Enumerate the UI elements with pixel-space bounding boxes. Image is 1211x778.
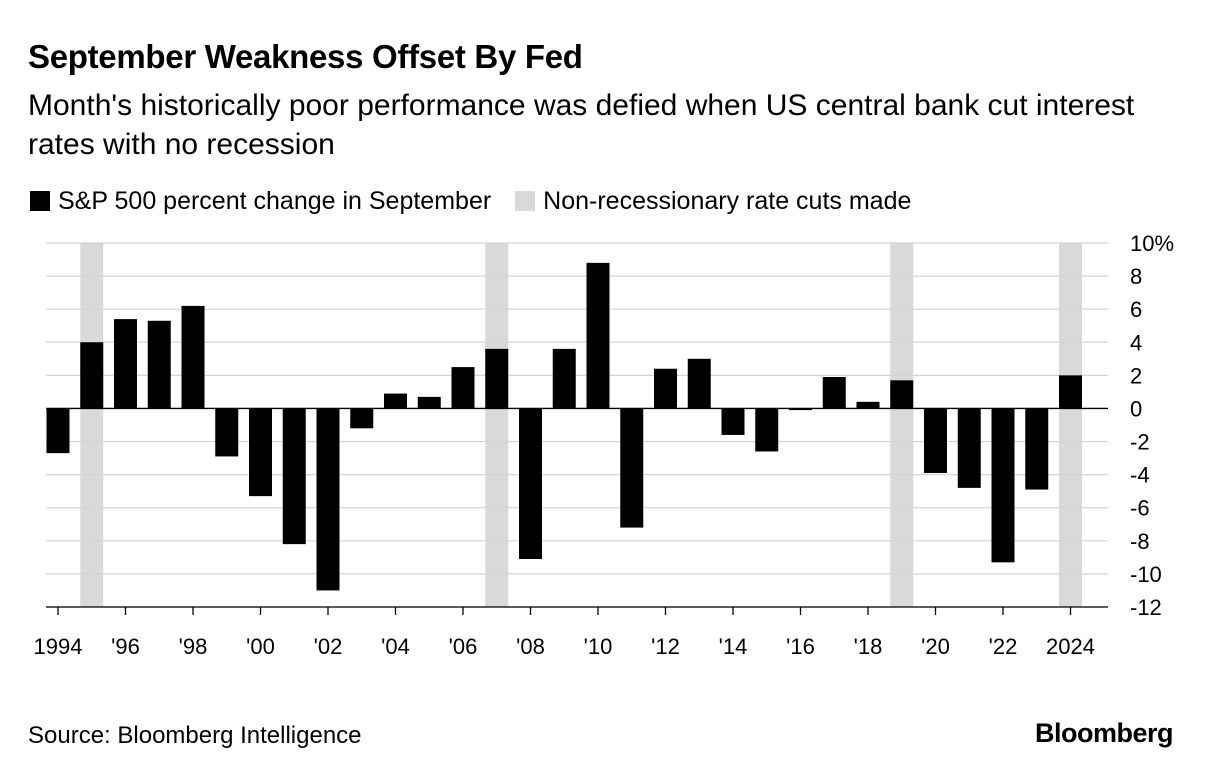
y-tick-label: 8 [1130,264,1142,289]
bar-2019 [890,380,914,409]
legend: S&P 500 percent change in September Non-… [30,186,935,216]
legend-swatch-bars [30,191,50,211]
chart-area: -12 -10 -8 -6 -4 -2 0 2 4 6 8 10% 1994 '96 '98 '00 '02 '0… [34,231,1175,659]
bar-2009 [552,348,576,409]
y-tick-label: 0 [1130,396,1142,421]
y-tick-label: -2 [1130,430,1150,455]
bar-2017 [822,377,846,409]
legend-swatch-shaded [515,191,536,211]
y-tick-label: -12 [1130,595,1162,620]
y-tick-label: 10% [1130,231,1174,256]
bar-1999 [215,408,239,457]
legend-label-bars: S&P 500 percent change in September [58,186,492,215]
y-tick-label: -4 [1130,463,1150,488]
bar-2021 [957,408,981,488]
bar-2023 [1025,408,1049,490]
bar-2012 [654,368,677,409]
x-tick-label: '08 [516,634,545,659]
x-tick-label: '22 [989,634,1018,659]
x-tick-label: '18 [854,634,883,659]
bar-2016 [789,408,812,411]
bloomberg-logo: Bloomberg [1034,718,1174,748]
bar-1995 [80,342,104,409]
bar-2015 [755,408,779,452]
bar-1997 [147,320,171,409]
x-tick-label: '98 [179,634,208,659]
chart-subtitle: Month's historically poor performance wa… [28,89,1135,161]
x-tick-label: '20 [921,634,950,659]
bar-2022 [991,408,1015,563]
x-tick-label: '10 [584,634,613,659]
legend-label-shaded: Non-recessionary rate cuts made [543,186,912,215]
bar-2003 [350,408,374,429]
bar-2004 [384,393,407,409]
legend-item-bars: S&P 500 percent change in September [30,187,491,216]
rate-cut-shade-2007 [485,243,509,607]
y-tick-label: -8 [1130,529,1150,554]
y-tick-label: 4 [1130,330,1142,355]
bar-2006 [451,367,475,409]
bar-2013 [687,358,711,409]
bar-2020 [924,408,947,473]
rate-cut-shade-2019 [890,243,914,607]
bar-2007 [485,348,509,409]
y-tick-label: 2 [1130,363,1142,388]
bar-2011 [620,408,644,528]
x-tick-label: '96 [111,634,140,659]
x-tick-label: '16 [786,634,815,659]
x-tick-label: '02 [314,634,343,659]
bar-2002 [316,408,340,591]
rate-cut-shade-1995 [80,243,104,607]
bar-1996 [114,319,137,409]
bar-2000 [249,408,272,497]
y-tick-label: -6 [1130,496,1150,521]
bar-1994 [46,408,70,454]
bar-2018 [856,401,880,409]
x-tick-label: '06 [449,634,478,659]
x-tick-label: '14 [719,634,748,659]
chart-title: September Weakness Offset By Fed [28,38,583,75]
bar-2014 [721,408,745,435]
x-tick-label: 2024 [1046,634,1095,659]
bar-2005 [417,396,441,409]
bar-1998 [181,305,205,409]
bar-2008 [519,408,542,560]
bar-2010 [586,262,610,409]
x-tick-label: '12 [651,634,680,659]
y-tick-label: -10 [1130,562,1162,587]
rate-cut-shade-2024 [1059,243,1082,607]
bar-2024 [1059,375,1082,409]
source-note: Source: Bloomberg Intelligence [28,722,362,749]
x-tick-label: '00 [246,634,275,659]
bar-2001 [282,408,306,545]
legend-item-shaded: Non-recessionary rate cuts made [515,187,911,216]
y-tick-label: 6 [1130,297,1142,322]
x-tick-label: '04 [381,634,410,659]
x-tick-label: 1994 [34,634,83,659]
